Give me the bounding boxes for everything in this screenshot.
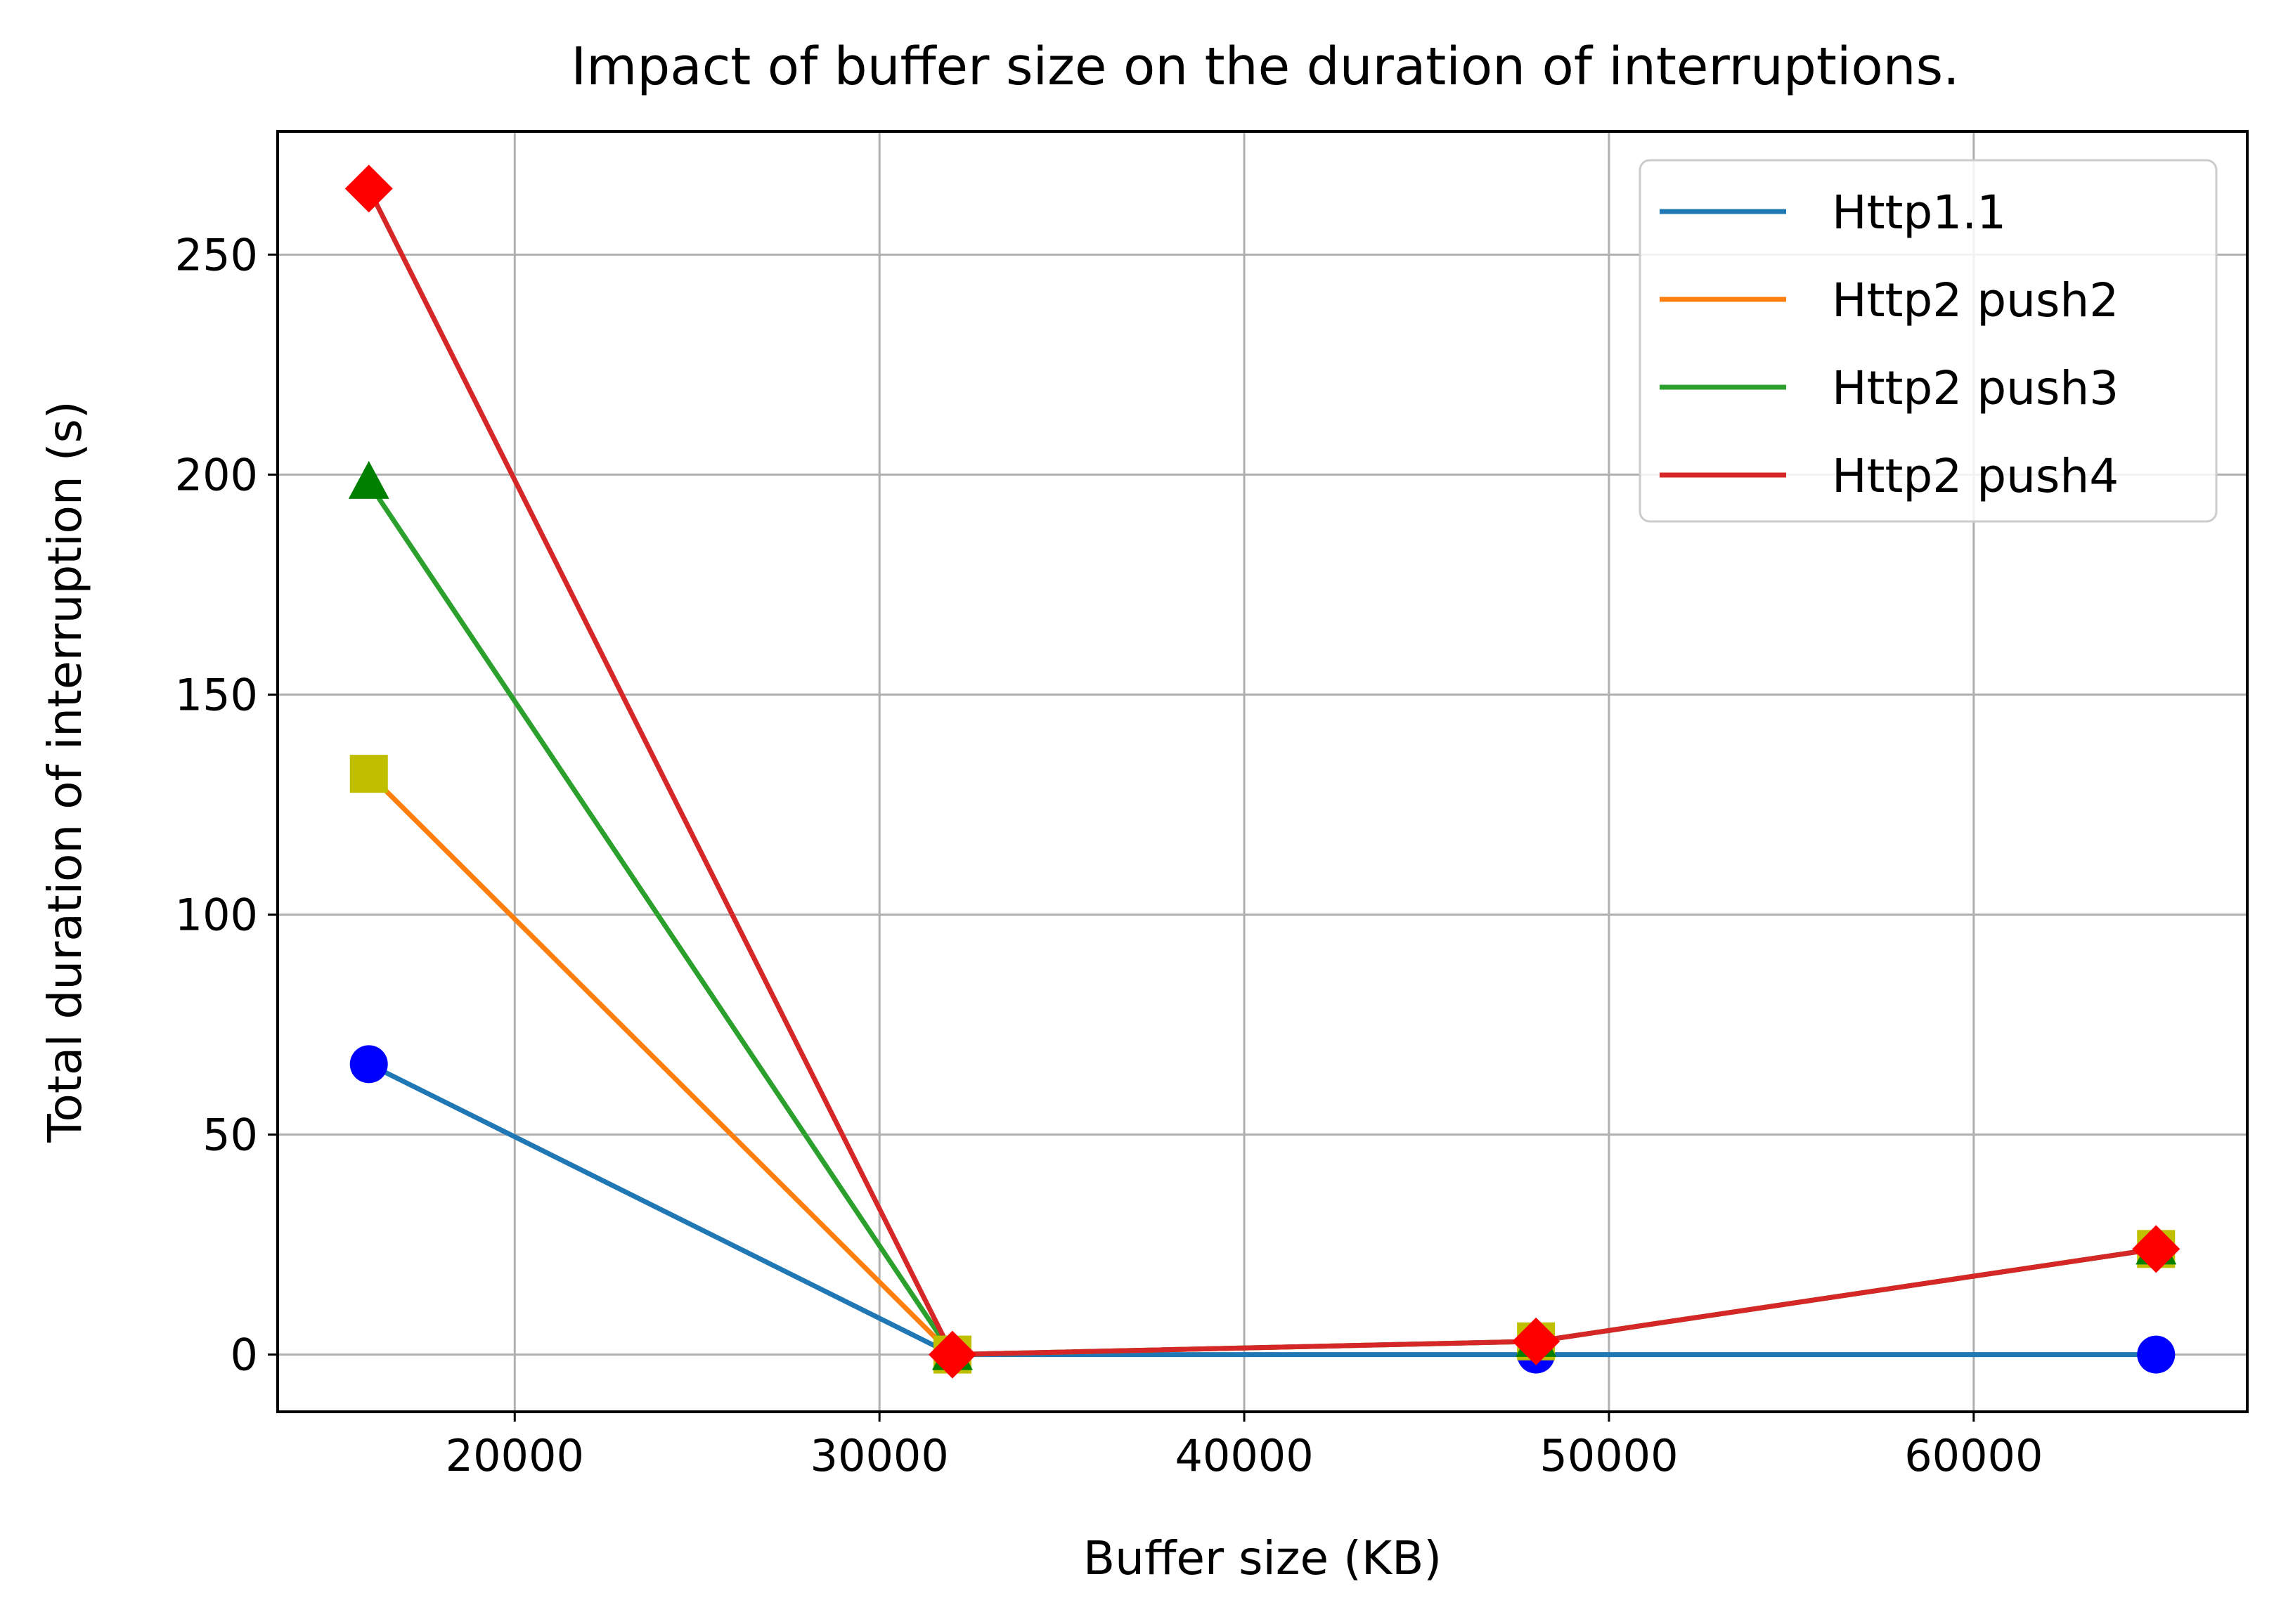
y-tick-label: 100 <box>175 889 258 940</box>
data-point <box>2132 1225 2180 1273</box>
x-tick-label: 40000 <box>1175 1430 1313 1481</box>
data-point <box>344 164 393 213</box>
series-line-1 <box>366 1060 2159 1358</box>
series-line-3 <box>365 480 2159 1358</box>
y-tick-label: 50 <box>202 1110 258 1161</box>
legend-label: Http1.1 <box>1832 186 2006 240</box>
x-axis-label: Buffer size (KB) <box>1083 1531 1442 1585</box>
legend-label: Http2 push4 <box>1832 449 2119 503</box>
x-tick-label: 20000 <box>446 1430 584 1481</box>
legend-label: Http2 push2 <box>1832 273 2119 327</box>
x-tick-label: 50000 <box>1539 1430 1678 1481</box>
data-point <box>1512 1317 1560 1365</box>
x-tick-label: 30000 <box>810 1430 949 1481</box>
y-tick-label: 150 <box>175 669 258 720</box>
marker-layer <box>344 164 2180 1379</box>
data-point <box>348 460 389 499</box>
legend-box <box>1639 159 2218 523</box>
series-layer <box>365 185 2159 1358</box>
y-axis-label: Total duration of interruption (s) <box>38 401 92 1143</box>
series-line-2 <box>365 770 2159 1358</box>
y-tick-label: 200 <box>175 449 258 500</box>
y-tick-label: 250 <box>175 229 258 280</box>
legend: Http1.1 Http2 push2 Http2 push3 Http2 push4 <box>1639 159 2218 523</box>
plot-frame <box>276 130 2249 1413</box>
series-line-4 <box>366 185 2159 1358</box>
data-point <box>2137 1335 2176 1374</box>
data-point <box>349 755 388 793</box>
x-tick-label: 60000 <box>1904 1430 2043 1481</box>
data-point <box>349 1045 388 1084</box>
data-point <box>928 1330 976 1379</box>
y-tick-label: 0 <box>231 1330 258 1381</box>
legend-label: Http2 push3 <box>1832 361 2119 415</box>
chart-title: Impact of buffer size on the duration of… <box>571 37 1959 97</box>
ticks: 20000 30000 40000 50000 60000 0 50 100 150 200 250 <box>175 229 2043 1481</box>
